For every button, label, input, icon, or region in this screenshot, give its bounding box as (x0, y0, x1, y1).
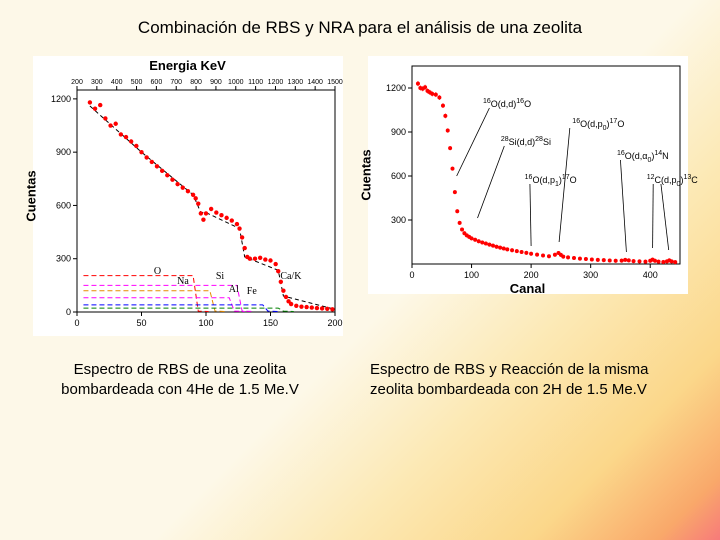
svg-text:1200: 1200 (385, 83, 405, 93)
svg-text:0: 0 (65, 307, 70, 317)
peak-label: 28Si(d,d)28Si (501, 136, 551, 147)
svg-text:1200: 1200 (50, 94, 70, 104)
peak-label: 12C(d,p0)13C (647, 174, 698, 188)
svg-text:200: 200 (71, 79, 83, 86)
svg-text:600: 600 (55, 200, 70, 210)
captions-row: Espectro de RBS de una zeolita bombardea… (0, 360, 720, 399)
peak-label: 16O(d,d)16O (483, 98, 531, 109)
element-label: Si (216, 271, 224, 282)
svg-text:400: 400 (642, 270, 657, 280)
svg-text:600: 600 (150, 79, 162, 86)
charts-row: Energia KeV Cuentas 0 50 100 150 200 200 300 40… (0, 56, 720, 336)
svg-text:300: 300 (390, 215, 405, 225)
slide-title: Combinación de RBS y NRA para el análisi… (0, 0, 720, 38)
svg-text:200: 200 (523, 270, 538, 280)
chart-right-ylabel: Cuentas (358, 149, 373, 200)
svg-text:1000: 1000 (227, 79, 243, 86)
element-label: Al (229, 284, 239, 295)
rbs-nra-chart-right: Cuentas Canal 01002003004003006009001200… (368, 56, 688, 294)
svg-text:500: 500 (130, 79, 142, 86)
element-label: O (154, 266, 161, 277)
svg-text:300: 300 (55, 254, 70, 264)
svg-text:800: 800 (190, 79, 202, 86)
chart-left-top-title: Energia KeV (149, 58, 226, 73)
svg-text:400: 400 (110, 79, 122, 86)
chart-right-xlabel: Canal (510, 281, 545, 296)
svg-text:200: 200 (327, 318, 342, 328)
svg-text:600: 600 (390, 171, 405, 181)
svg-text:1300: 1300 (287, 79, 303, 86)
caption-left: Espectro de RBS de una zeolita bombardea… (30, 360, 330, 399)
chart-left-svg: 0 50 100 150 200 200 300 400 500 600 700 800 900 1000… (33, 56, 343, 336)
svg-text:100: 100 (464, 270, 479, 280)
svg-text:0: 0 (409, 270, 414, 280)
svg-text:1200: 1200 (267, 79, 283, 86)
peak-label: 16O(d,p1)17O (525, 174, 577, 188)
peak-label: 16O(d,α0)14N (617, 150, 669, 164)
svg-text:50: 50 (136, 318, 146, 328)
svg-text:900: 900 (390, 127, 405, 137)
element-label: Ca/K (280, 271, 301, 282)
svg-text:100: 100 (198, 318, 213, 328)
svg-text:0: 0 (74, 318, 79, 328)
svg-text:900: 900 (210, 79, 222, 86)
rbs-chart-left: Energia KeV Cuentas 05010015020020030040… (33, 56, 343, 336)
svg-text:900: 900 (55, 147, 70, 157)
svg-text:300: 300 (91, 79, 103, 86)
element-label: Na (177, 276, 189, 287)
peak-label: 16O(d,p0)17O (572, 118, 624, 132)
svg-text:1400: 1400 (307, 79, 323, 86)
svg-text:300: 300 (583, 270, 598, 280)
svg-text:150: 150 (262, 318, 277, 328)
chart-left-ylabel: Cuentas (23, 170, 38, 221)
element-label: Fe (247, 286, 257, 297)
caption-right: Espectro de RBS y Reacción de la misma z… (370, 360, 690, 399)
svg-text:1100: 1100 (248, 79, 263, 86)
svg-text:1500: 1500 (327, 79, 343, 86)
slide-content: Combinación de RBS y NRA para el análisi… (0, 0, 720, 540)
svg-text:700: 700 (170, 79, 182, 86)
